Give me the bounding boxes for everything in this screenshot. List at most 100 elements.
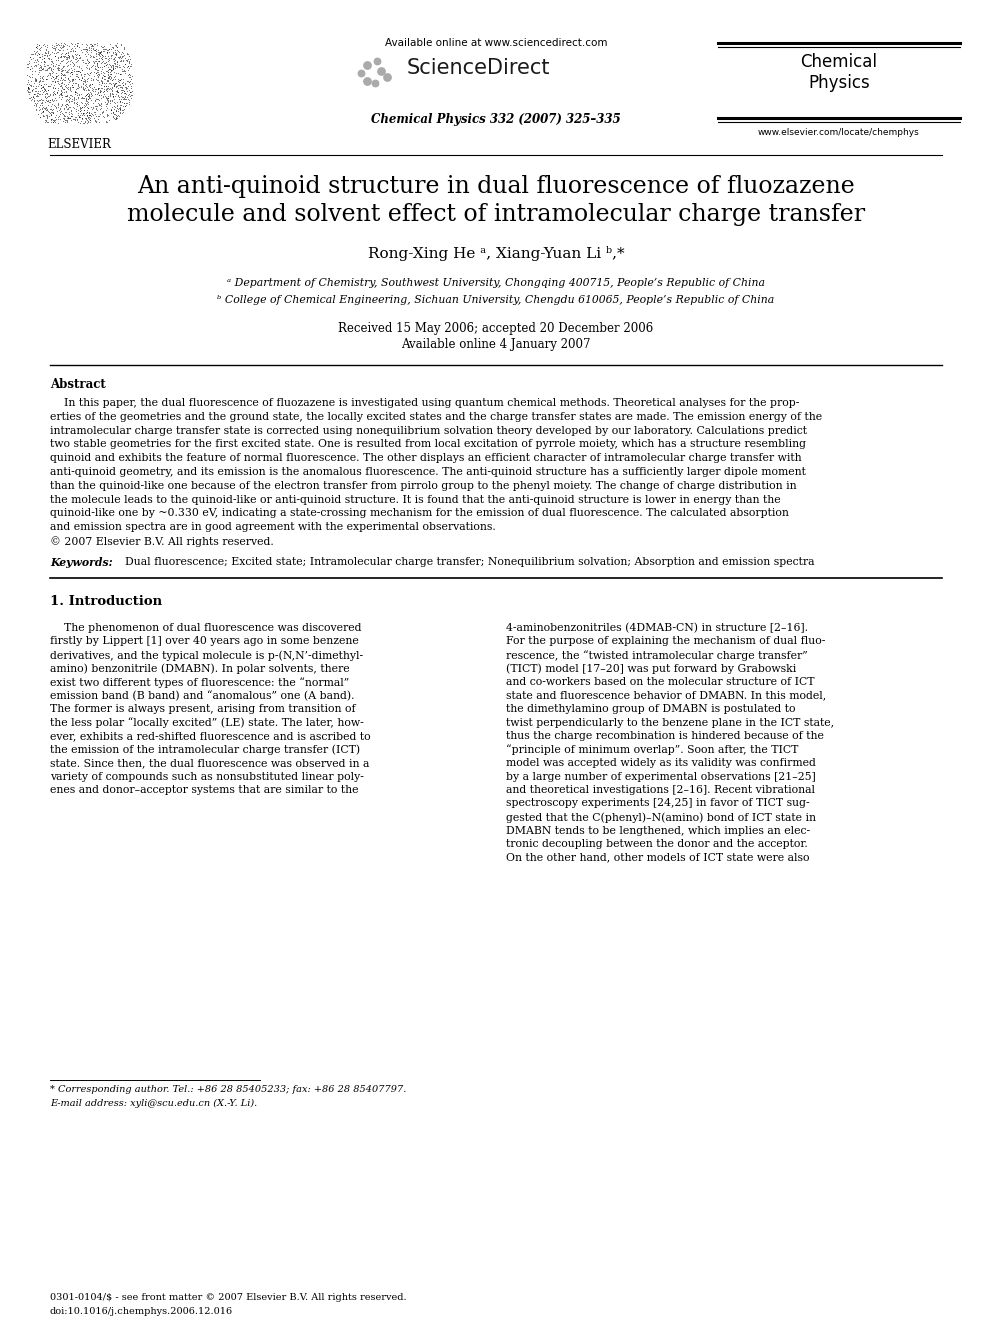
Point bbox=[36, 105, 52, 126]
Point bbox=[26, 90, 42, 111]
Point bbox=[48, 40, 63, 61]
Point bbox=[54, 101, 69, 122]
Point bbox=[28, 78, 44, 99]
Point bbox=[116, 60, 132, 81]
Point bbox=[63, 50, 79, 71]
Point bbox=[101, 38, 117, 60]
Point bbox=[45, 101, 61, 122]
Point bbox=[40, 106, 56, 127]
Point bbox=[70, 105, 86, 126]
Point bbox=[30, 42, 46, 64]
Point bbox=[58, 33, 73, 54]
Point bbox=[109, 36, 125, 57]
Point bbox=[87, 38, 103, 60]
Point bbox=[98, 81, 114, 102]
Point bbox=[70, 78, 86, 99]
Point bbox=[58, 101, 73, 122]
Point bbox=[54, 85, 69, 106]
Point bbox=[91, 111, 107, 132]
Point bbox=[92, 36, 108, 57]
Point bbox=[48, 66, 63, 87]
Point bbox=[106, 53, 122, 74]
Point bbox=[62, 107, 78, 128]
Point bbox=[35, 77, 51, 98]
Point bbox=[43, 65, 59, 86]
Point bbox=[21, 57, 37, 78]
Point bbox=[37, 98, 53, 119]
Point bbox=[35, 98, 51, 119]
Point bbox=[101, 65, 117, 86]
Point bbox=[62, 50, 77, 71]
Point bbox=[40, 54, 56, 75]
Point bbox=[60, 106, 75, 127]
Point bbox=[121, 93, 137, 114]
Point bbox=[88, 48, 104, 69]
Point bbox=[100, 67, 116, 89]
Point bbox=[63, 37, 79, 58]
Point bbox=[100, 40, 116, 61]
Point bbox=[58, 94, 73, 115]
Point bbox=[63, 110, 79, 131]
Point bbox=[31, 42, 47, 64]
Point bbox=[122, 86, 138, 107]
Point bbox=[73, 66, 89, 87]
Point bbox=[108, 73, 124, 94]
Point bbox=[59, 85, 74, 106]
Point bbox=[39, 83, 55, 105]
Point bbox=[37, 44, 53, 65]
Point bbox=[61, 86, 76, 107]
Point bbox=[71, 69, 87, 90]
Point bbox=[64, 70, 80, 91]
Point bbox=[114, 78, 130, 99]
Point bbox=[70, 99, 86, 120]
Point bbox=[94, 37, 110, 58]
Point bbox=[85, 93, 101, 114]
Point bbox=[68, 48, 84, 69]
Point bbox=[105, 99, 121, 120]
Point bbox=[21, 54, 37, 75]
Point bbox=[62, 89, 77, 110]
Point bbox=[84, 74, 100, 95]
Point bbox=[118, 78, 134, 99]
Point bbox=[93, 71, 109, 93]
Point bbox=[81, 108, 97, 130]
Text: anti-quinoid geometry, and its emission is the anomalous fluorescence. The anti-: anti-quinoid geometry, and its emission … bbox=[50, 467, 806, 478]
Point bbox=[27, 44, 43, 65]
Point bbox=[83, 97, 99, 118]
Point bbox=[78, 38, 94, 60]
Point bbox=[121, 57, 137, 78]
Point bbox=[112, 98, 128, 119]
Point bbox=[85, 46, 101, 67]
Point bbox=[79, 90, 95, 111]
Point bbox=[54, 67, 69, 89]
Point bbox=[87, 95, 103, 116]
Point bbox=[37, 50, 53, 71]
Text: emission band (B band) and “anomalous” one (A band).: emission band (B band) and “anomalous” o… bbox=[50, 691, 354, 701]
Point bbox=[112, 46, 128, 67]
Point bbox=[83, 83, 99, 105]
Point bbox=[114, 58, 130, 79]
Point bbox=[22, 66, 38, 87]
Point bbox=[50, 58, 65, 79]
Point bbox=[109, 40, 125, 61]
Point bbox=[99, 42, 115, 64]
Point bbox=[33, 54, 49, 75]
Point bbox=[94, 49, 110, 70]
Point bbox=[114, 87, 130, 108]
Point bbox=[24, 56, 40, 77]
Point bbox=[33, 93, 49, 114]
Point bbox=[73, 91, 89, 112]
Point bbox=[55, 71, 70, 93]
Point bbox=[115, 79, 131, 101]
Point bbox=[92, 42, 108, 64]
Point bbox=[37, 86, 53, 107]
Point bbox=[107, 85, 123, 106]
Point bbox=[75, 74, 91, 95]
Point bbox=[103, 57, 119, 78]
Point bbox=[96, 78, 112, 99]
Point bbox=[115, 61, 131, 82]
Point bbox=[106, 66, 122, 87]
Point bbox=[96, 65, 112, 86]
Point bbox=[70, 77, 86, 98]
Point bbox=[72, 40, 88, 61]
